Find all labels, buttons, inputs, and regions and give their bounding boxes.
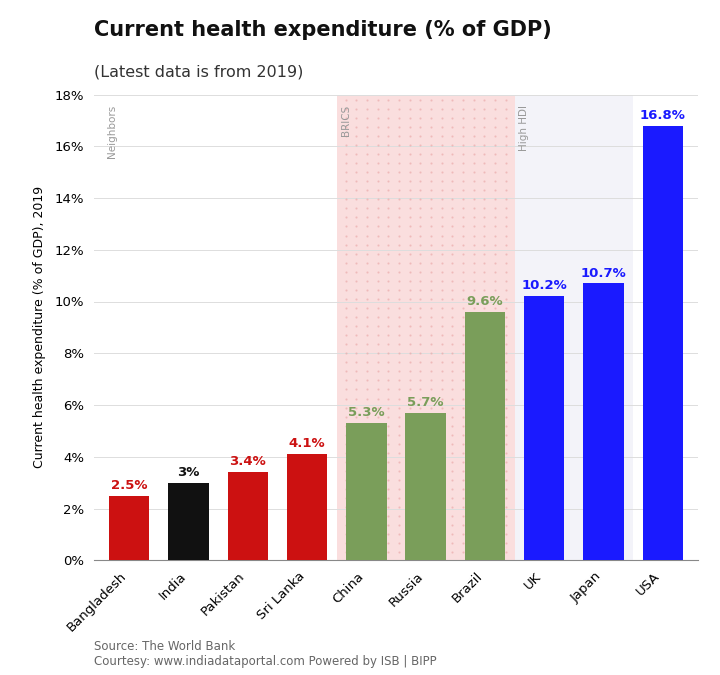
Text: 5.3%: 5.3% (348, 406, 384, 419)
Text: Current health expenditure (% of GDP): Current health expenditure (% of GDP) (94, 20, 552, 40)
Text: 9.6%: 9.6% (467, 295, 503, 308)
Text: (Latest data is from 2019): (Latest data is from 2019) (94, 64, 303, 79)
Y-axis label: Current health expenditure (% of GDP), 2019: Current health expenditure (% of GDP), 2… (33, 186, 46, 468)
Text: Source: The World Bank
Courtesy: www.indiadataportal.com Powered by ISB | BIPP: Source: The World Bank Courtesy: www.ind… (94, 641, 436, 668)
Text: 2.5%: 2.5% (111, 479, 148, 491)
Bar (109, 495, 149, 560)
Bar (346, 423, 387, 560)
Text: 3%: 3% (177, 466, 199, 479)
Text: 3.4%: 3.4% (230, 456, 266, 468)
Text: 10.2%: 10.2% (521, 279, 567, 292)
Text: 5.7%: 5.7% (408, 396, 444, 409)
Bar (515, 95, 633, 560)
Bar (337, 95, 515, 560)
Bar (524, 296, 564, 560)
Bar (287, 454, 327, 560)
Bar (643, 126, 683, 560)
Bar (168, 483, 209, 560)
Text: 16.8%: 16.8% (640, 109, 685, 121)
Text: BRICS: BRICS (341, 105, 351, 136)
Bar (405, 412, 446, 560)
Text: 10.7%: 10.7% (580, 267, 626, 279)
Bar (228, 472, 268, 560)
Text: 4.1%: 4.1% (289, 437, 325, 450)
Bar (583, 284, 624, 560)
Text: Neighbors: Neighbors (107, 105, 117, 158)
Text: High HDI: High HDI (518, 105, 528, 151)
Bar (465, 312, 505, 560)
